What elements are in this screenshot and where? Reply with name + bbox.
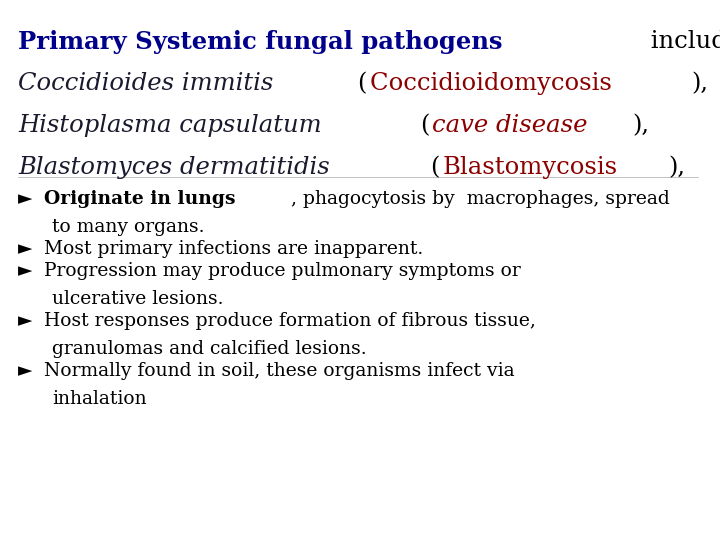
Text: ),: ), — [632, 114, 649, 137]
Text: Progression may produce pulmonary symptoms or: Progression may produce pulmonary sympto… — [45, 262, 521, 280]
Text: Coccidioides immitis: Coccidioides immitis — [18, 72, 281, 95]
Text: ►: ► — [18, 190, 38, 208]
Text: ),: ), — [668, 156, 685, 179]
Text: ►: ► — [18, 362, 38, 380]
Text: ulcerative lesions.: ulcerative lesions. — [52, 290, 223, 308]
Text: Normally found in soil, these organisms infect via: Normally found in soil, these organisms … — [45, 362, 515, 380]
Text: Originate in lungs: Originate in lungs — [45, 190, 235, 208]
Text: granulomas and calcified lesions.: granulomas and calcified lesions. — [52, 340, 366, 358]
Text: ►: ► — [18, 240, 38, 258]
Text: (: ( — [358, 72, 367, 95]
Text: Blastomyces dermatitidis: Blastomyces dermatitidis — [18, 156, 338, 179]
Text: ),: ), — [692, 72, 708, 95]
Text: Host responses produce formation of fibrous tissue,: Host responses produce formation of fibr… — [45, 312, 536, 330]
Text: cave disease: cave disease — [432, 114, 588, 137]
Text: (: ( — [420, 114, 429, 137]
Text: ►: ► — [18, 262, 38, 280]
Text: ►: ► — [18, 312, 38, 330]
Text: Primary Systemic fungal pathogens: Primary Systemic fungal pathogens — [18, 30, 503, 54]
Text: Coccidioidomycosis: Coccidioidomycosis — [369, 72, 619, 95]
Text: to many organs.: to many organs. — [52, 218, 204, 236]
Text: Most primary infections are inapparent.: Most primary infections are inapparent. — [45, 240, 423, 258]
Text: (: ( — [431, 156, 440, 179]
Text: Blastomycosis: Blastomycosis — [442, 156, 618, 179]
Text: , phagocytosis by  macrophages, spread: , phagocytosis by macrophages, spread — [292, 190, 670, 208]
Text: inhalation: inhalation — [52, 390, 147, 408]
Text: Histoplasma capsulatum: Histoplasma capsulatum — [18, 114, 329, 137]
Text: include:: include: — [643, 30, 720, 53]
